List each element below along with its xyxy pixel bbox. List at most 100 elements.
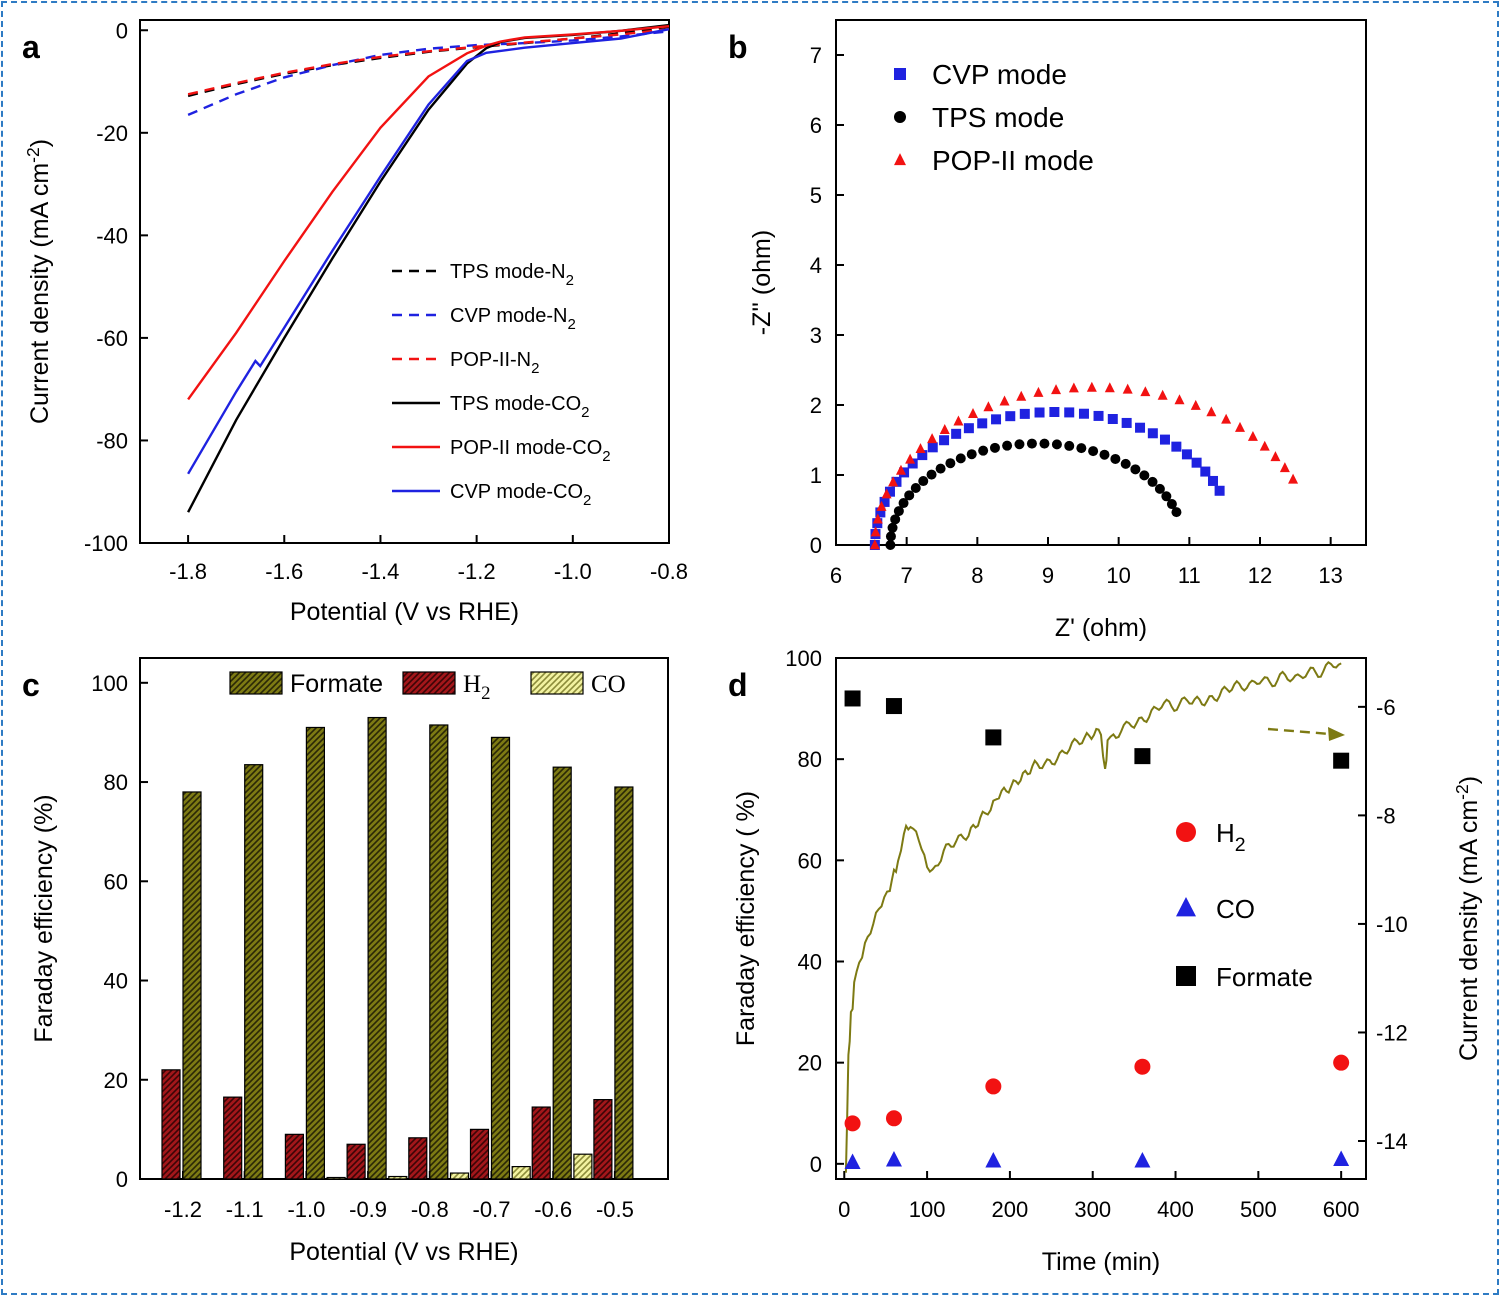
x-tick-label-a: -0.8 [650,559,688,584]
point-POP-II-mode [870,526,881,537]
x-tick-label-b: 9 [1042,563,1054,588]
point-TPS-mode [918,476,929,487]
panel-label-a: a [22,29,40,65]
point-POP-II-mode [1288,473,1299,484]
point-CVP-mode [951,428,962,439]
axis-arrow-head [1328,727,1345,741]
point-CVP-mode [875,507,886,518]
point-POP-II-mode [1279,462,1290,473]
point-TPS-mode [966,449,977,460]
bar-formate [305,726,325,1180]
point-TPS-mode [1039,438,1050,449]
point-h2 [1333,1054,1350,1071]
point-POP-II-mode [1122,383,1133,394]
legend-label-b: POP-II mode [932,145,1094,176]
point-POP-II-mode [1033,386,1044,397]
legend-label-a: POP-II-N2 [450,349,539,377]
point-CVP-mode [1078,408,1089,419]
point-POP-II-mode [1174,394,1185,405]
legend-label-d: Formate [1216,962,1313,992]
y-tick-label-a: -80 [96,428,128,453]
point-TPS-mode [904,490,915,501]
panel-label-b: b [728,29,748,65]
point-CVP-mode [977,418,988,429]
series-line-current-density [844,660,1342,1173]
y-tick-label-b: 7 [810,43,822,68]
bar-h2 [346,1143,366,1180]
point-POP-II-mode [1259,440,1270,451]
point-POP-II-mode [939,423,950,434]
y-tick-label-c: 80 [104,770,128,795]
y2-tick-label-d: -14 [1376,1129,1408,1154]
point-CVP-mode [963,423,974,434]
y-tick-label-b: 3 [810,323,822,348]
point-CVP-mode [1049,407,1060,418]
bar-co [326,1176,346,1180]
x-tick-label-c: -0.8 [411,1197,449,1222]
point-POP-II-mode [869,539,880,550]
point-CVP-mode [1147,428,1158,439]
point-CVP-mode [917,450,928,461]
x-axis-title-b: Z' (ohm) [1055,614,1147,642]
bar-co [449,1172,470,1180]
x-tick-label-d: 600 [1323,1197,1360,1222]
bar-formate [244,764,264,1180]
x-tick-label-d: 200 [992,1197,1029,1222]
series-line-CVP-mode-CO2 [187,28,670,475]
point-CVP-mode [1005,411,1016,422]
point-formate [985,729,1002,746]
point-CVP-mode [884,486,895,497]
plot-frame-a [139,19,670,544]
y-axis-title-a: Current density (mA cm-2) [23,139,54,424]
point-TPS-mode [910,482,921,493]
x-axis-title-d: Time (min) [1042,1248,1161,1276]
legend-label-a: POP-II mode-CO2 [450,437,611,465]
plot-frame-c [139,657,669,1180]
y-tick-label-b: 2 [810,393,822,418]
y-tick-label-b: 4 [810,253,822,278]
point-CVP-mode [991,414,1002,425]
panel-label-d: d [728,667,748,703]
y-tick-label-d: 40 [798,949,822,974]
legend-marker-d [1176,822,1196,842]
bar-co [511,1165,531,1180]
legend-label-a: TPS mode-N2 [450,261,574,289]
y2-tick-label-d: -6 [1376,695,1396,720]
bar-h2 [408,1137,428,1180]
point-POP-II-mode [1051,384,1062,395]
point-TPS-mode [890,514,901,525]
y-axis-title-b: -Z'' (ohm) [748,230,776,335]
point-CVP-mode [1107,414,1118,425]
x-tick-label-b: 8 [971,563,983,588]
x-tick-label-a: -1.0 [554,559,592,584]
x-tick-label-c: -1.0 [287,1197,325,1222]
point-CVP-mode [1214,485,1225,496]
point-CVP-mode [1019,408,1030,419]
x-tick-label-b: 12 [1248,563,1272,588]
bar-h2 [223,1096,243,1180]
point-POP-II-mode [999,395,1010,406]
bar-co [388,1175,408,1180]
legend-marker-b [894,153,906,166]
series-line-POP-II-N2 [187,28,670,96]
x-tick-label-a: -1.4 [361,559,399,584]
legend-label-a: TPS mode-CO2 [450,393,590,421]
x-tick-label-a: -1.6 [265,559,303,584]
point-CVP-mode [1093,410,1104,421]
y-tick-label-c: 100 [91,671,128,696]
point-formate [1333,752,1350,769]
bar-co [573,1153,593,1180]
point-TPS-mode [1014,439,1025,450]
y-tick-label-a: -40 [96,223,128,248]
point-h2 [1134,1058,1151,1075]
point-POP-II-mode [1086,381,1097,392]
point-TPS-mode [898,498,909,509]
point-POP-II-mode [1140,386,1151,397]
point-TPS-mode [1076,443,1087,454]
point-POP-II-mode [1068,382,1079,393]
legend-label-a: CVP mode-N2 [450,305,576,333]
point-h2 [985,1078,1002,1095]
point-TPS-mode [1161,491,1172,502]
